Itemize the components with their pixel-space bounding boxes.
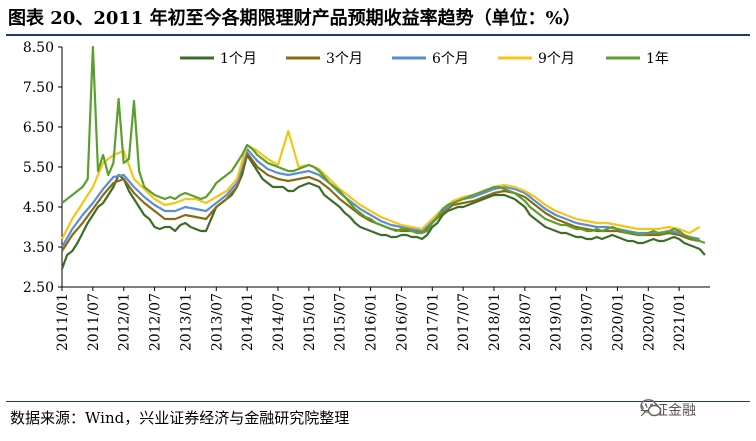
- data-source-note: 数据来源：Wind，兴业证券经济与金融研究院整理: [10, 409, 350, 427]
- x-tick-label: 2013/01: [178, 293, 194, 351]
- title-divider: [6, 34, 750, 36]
- legend-label-2: 3个月: [326, 51, 363, 67]
- chart-legend: 1个月 3个月 6个月 9个月 1年: [180, 51, 669, 67]
- footer-divider: [6, 401, 750, 402]
- x-tick-label: 2013/07: [209, 293, 225, 351]
- y-tick-label: 5.50: [23, 160, 54, 176]
- x-tick-label: 2014/01: [240, 293, 256, 351]
- legend-label-3: 6个月: [432, 51, 469, 67]
- x-tick-label: 2012/07: [148, 293, 164, 351]
- series-layer: [60, 45, 706, 270]
- x-tick-label: 2012/01: [117, 293, 133, 351]
- y-tick-label: 4.50: [23, 200, 54, 216]
- x-tick-label: 2014/07: [271, 293, 287, 351]
- x-tick-label: 2019/07: [580, 293, 596, 351]
- x-tick-label: 2019/01: [549, 293, 565, 351]
- figure-header: 图表 20、2011 年初至今各期限理财产品预期收益率趋势（单位：%）: [0, 0, 756, 36]
- x-tick-label: 2020/07: [641, 293, 657, 351]
- x-tick-label: 2015/01: [302, 293, 318, 351]
- legend-label-1: 1个月: [220, 51, 257, 67]
- x-tick-label: 2011/01: [55, 293, 71, 351]
- legend-label-4: 9个月: [538, 51, 575, 67]
- x-tick-label: 2018/07: [518, 293, 534, 351]
- x-tick-label: 2016/01: [364, 293, 380, 351]
- x-tick-label: 2018/01: [487, 293, 503, 351]
- x-tick-label: 2016/07: [394, 293, 410, 351]
- y-tick-label: 7.50: [23, 80, 54, 96]
- series-line-1: [60, 153, 706, 270]
- y-tick-label: 6.50: [23, 120, 54, 136]
- line-chart: 2.50 3.50 4.50 5.50 6.50 7.50 8.50 2011/01 2011/…: [23, 40, 710, 351]
- x-tick-label: 2021/01: [672, 293, 688, 351]
- x-tick-label: 2015/07: [333, 293, 349, 351]
- series-line-5: [61, 45, 706, 245]
- x-tick-label: 2020/01: [610, 293, 626, 351]
- x-tick-label: 2017/07: [456, 293, 472, 351]
- y-tick-label: 3.50: [23, 240, 54, 256]
- figure-title: 图表 20、2011 年初至今各期限理财产品预期收益率趋势（单位：%）: [8, 8, 581, 29]
- chart-axes: 2.50 3.50 4.50 5.50 6.50 7.50 8.50 2011/01 2011/…: [23, 40, 710, 351]
- y-tick-label: 8.50: [23, 40, 54, 56]
- x-tick-label: 2017/01: [425, 293, 441, 351]
- wechat-icon: [640, 399, 662, 417]
- series-line-4: [61, 129, 701, 240]
- x-tick-label: 2011/07: [86, 293, 102, 351]
- series-line-3: [61, 147, 700, 248]
- legend-label-5: 1年: [646, 51, 669, 67]
- y-tick-label: 2.50: [23, 280, 54, 296]
- wechat-watermark: 兴证金融: [640, 398, 752, 422]
